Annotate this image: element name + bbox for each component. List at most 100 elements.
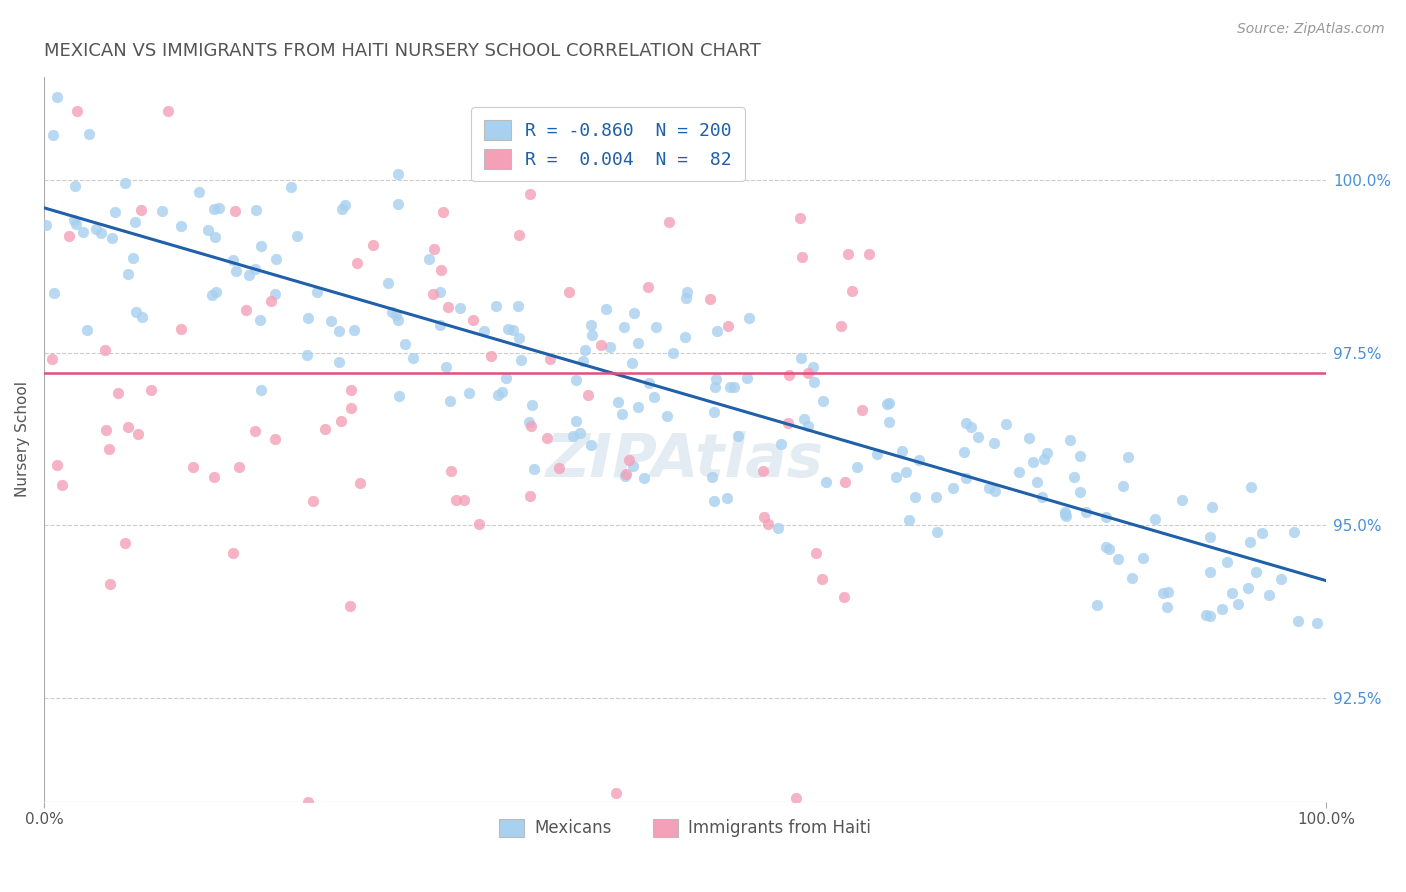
Point <box>446 492 468 507</box>
Point <box>388 389 411 403</box>
Point <box>1270 572 1292 586</box>
Point <box>620 356 643 370</box>
Point <box>204 230 226 244</box>
Point <box>1199 530 1222 544</box>
Point <box>321 314 343 328</box>
Point <box>263 432 285 446</box>
Point <box>422 286 444 301</box>
Point <box>328 324 350 338</box>
Point <box>202 202 225 216</box>
Point <box>830 319 852 334</box>
Point <box>1211 601 1233 615</box>
Point <box>814 475 837 490</box>
Point <box>285 228 308 243</box>
Point <box>851 403 873 417</box>
Point <box>568 426 591 441</box>
Point <box>235 302 257 317</box>
Point <box>250 384 273 398</box>
Point <box>1240 480 1263 494</box>
Point <box>264 286 287 301</box>
Point <box>614 467 637 482</box>
Point <box>776 416 799 430</box>
Point <box>984 483 1007 498</box>
Point <box>558 285 581 300</box>
Point <box>1251 526 1274 541</box>
Point <box>1063 470 1085 484</box>
Point <box>675 291 697 305</box>
Point <box>297 311 319 326</box>
Point <box>673 329 696 343</box>
Point <box>339 599 361 613</box>
Point <box>571 354 593 368</box>
Point <box>107 386 129 401</box>
Point <box>523 462 546 476</box>
Point <box>756 516 779 531</box>
Point <box>42 128 65 142</box>
Point <box>898 513 921 527</box>
Point <box>655 409 678 423</box>
Point <box>343 323 366 337</box>
Point <box>735 371 758 385</box>
Point <box>704 380 727 394</box>
Point <box>797 366 820 380</box>
Point <box>1201 500 1223 515</box>
Point <box>727 428 749 442</box>
Point <box>562 429 585 443</box>
Point <box>157 104 180 119</box>
Point <box>1237 582 1260 596</box>
Point <box>645 319 668 334</box>
Point <box>125 305 148 319</box>
Point <box>927 525 949 540</box>
Point <box>723 380 745 394</box>
Point <box>46 90 69 104</box>
Point <box>841 284 863 298</box>
Point <box>904 490 927 504</box>
Point <box>591 337 613 351</box>
Point <box>141 383 163 397</box>
Point <box>955 470 977 484</box>
Point <box>508 227 530 242</box>
Point <box>638 376 661 390</box>
Point <box>495 371 517 385</box>
Point <box>846 460 869 475</box>
Point <box>803 375 825 389</box>
Point <box>340 401 363 416</box>
Point <box>335 198 357 212</box>
Point <box>479 349 502 363</box>
Point <box>377 276 399 290</box>
Point <box>896 465 918 479</box>
Point <box>612 407 634 421</box>
Point <box>65 217 87 231</box>
Point <box>117 268 139 282</box>
Point <box>340 383 363 397</box>
Point <box>613 320 636 334</box>
Point <box>627 400 650 414</box>
Point <box>1053 505 1076 519</box>
Point <box>98 442 121 456</box>
Point <box>491 385 513 400</box>
Point <box>387 312 409 326</box>
Point <box>1258 588 1281 602</box>
Point <box>942 481 965 495</box>
Point <box>866 448 889 462</box>
Point <box>307 285 329 299</box>
Point <box>517 415 540 429</box>
Point <box>832 590 855 604</box>
Point <box>131 203 153 218</box>
Point <box>238 268 260 282</box>
Point <box>1195 608 1218 623</box>
Point <box>1198 609 1220 624</box>
Point <box>439 393 461 408</box>
Point <box>621 459 644 474</box>
Point <box>44 286 66 301</box>
Point <box>837 247 859 261</box>
Point <box>84 221 107 235</box>
Point <box>1143 512 1166 526</box>
Point <box>208 202 231 216</box>
Point <box>706 324 728 338</box>
Point <box>449 301 471 316</box>
Point <box>519 186 541 201</box>
Point <box>626 336 648 351</box>
Point <box>1032 452 1054 467</box>
Point <box>1069 484 1091 499</box>
